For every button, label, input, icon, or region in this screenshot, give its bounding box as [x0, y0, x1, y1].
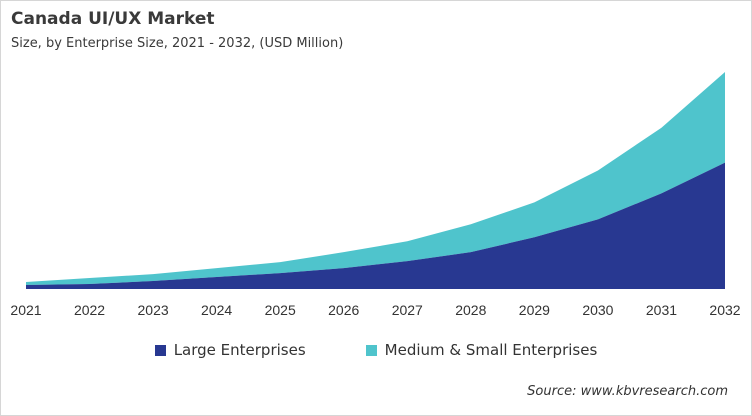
legend-label-large: Large Enterprises [173, 341, 306, 359]
x-tick-label: 2032 [709, 302, 740, 318]
x-tick-label: 2028 [455, 302, 486, 318]
x-tick-label: 2025 [265, 302, 296, 318]
chart-subtitle: Size, by Enterprise Size, 2021 - 2032, (… [11, 36, 344, 51]
x-tick-label: 2027 [392, 302, 423, 318]
legend-item-medium: Medium & Small Enterprises [365, 341, 598, 359]
legend-swatch-medium [365, 344, 377, 356]
x-tick-label: 2024 [201, 302, 232, 318]
x-tick-label: 2026 [328, 302, 359, 318]
source-note: Source: www.kbvresearch.com [527, 384, 728, 399]
area-large-enterprises [26, 162, 725, 289]
chart-title: Canada UI/UX Market [11, 9, 215, 29]
legend-item-large: Large Enterprises [154, 341, 306, 359]
x-tick-label: 2029 [519, 302, 550, 318]
x-tick-label: 2021 [10, 302, 41, 318]
legend-swatch-large [154, 344, 166, 356]
x-tick-label: 2031 [646, 302, 677, 318]
x-tick-label: 2023 [138, 302, 169, 318]
legend: Large Enterprises Medium & Small Enterpr… [0, 341, 752, 359]
legend-label-medium: Medium & Small Enterprises [384, 341, 598, 359]
x-tick-label: 2022 [74, 302, 105, 318]
area-medium-small-enterprises [26, 71, 725, 286]
x-tick-label: 2030 [582, 302, 613, 318]
